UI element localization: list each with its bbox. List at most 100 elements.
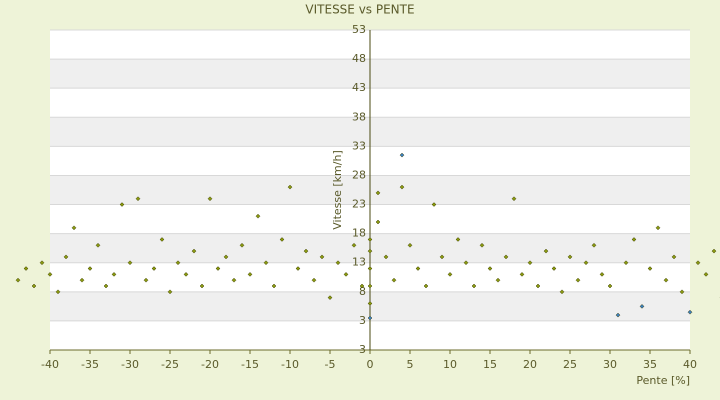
y-tick-label: 38 [352,110,366,123]
scatter-point [15,277,21,283]
scatter-point [63,254,69,260]
scatter-point [551,266,557,271]
scatter-point [287,184,293,190]
x-tick-label: 20 [523,358,537,371]
x-tick-label: 0 [367,358,374,371]
scatter-point [439,254,445,260]
scatter-point [383,254,389,260]
x-tick-label: -20 [201,358,219,371]
y-tick-label: 53 [352,23,366,36]
scatter-point [503,254,509,260]
scatter-point [343,272,349,277]
scatter-point [391,277,397,283]
scatter-point [127,260,133,266]
scatter-point [319,254,325,260]
y-tick-label: 33 [352,139,366,152]
scatter-point [95,242,101,248]
scatter-point [455,237,461,242]
x-tick-label: 15 [483,358,497,371]
scatter-point [367,237,373,242]
scatter-point [303,248,309,254]
scatter-point [559,289,565,295]
scatter-point [151,266,157,271]
y-tick-label: 13 [352,256,366,269]
scatter-point [663,277,669,283]
scatter-point [567,254,573,260]
scatter-point [543,248,549,254]
scatter-point [247,272,253,277]
y-tick-label: 8 [359,285,366,298]
scatter-point [207,196,213,202]
scatter-point [375,190,381,196]
scatter-point [535,283,541,289]
scatter-point [199,283,205,289]
scatter-point [711,248,717,254]
scatter-point [367,301,373,306]
scatter-point [399,152,405,158]
scatter-point [471,283,477,289]
x-tick-label: 25 [563,358,577,371]
scatter-point [495,277,501,283]
y-axis-label: Vitesse [km/h] [331,150,344,230]
scatter-point [647,266,653,271]
scatter-point [527,260,533,266]
scatter-point [87,266,93,271]
x-tick-label: 5 [407,358,414,371]
y-tick-label: 23 [352,198,366,211]
scatter-point [519,272,525,277]
x-tick-label: -10 [281,358,299,371]
y-tick-label: 18 [352,227,366,240]
scatter-point [71,225,77,231]
scatter-point [599,272,605,277]
scatter-point [159,237,165,242]
y-tick-label: 48 [352,52,366,65]
scatter-point [111,272,117,277]
scatter-point [167,289,173,295]
x-tick-label: -15 [241,358,259,371]
scatter-point [143,277,149,283]
scatter-point [327,295,333,300]
scatter-point [279,237,285,242]
scatter-point [623,260,629,266]
scatter-point [583,260,589,266]
scatter-point [175,260,181,266]
scatter-point [695,260,701,266]
scatter-point [399,184,405,190]
scatter-point [639,304,645,309]
x-tick-label: -25 [161,358,179,371]
scatter-point [591,242,597,248]
scatter-point [47,272,53,277]
scatter-point [335,260,341,266]
x-tick-label: -40 [41,358,59,371]
scatter-point [463,260,469,266]
scatter-point [23,266,29,271]
scatter-point [215,266,221,271]
x-tick-label: 30 [603,358,617,371]
x-tick-label: -5 [325,358,336,371]
scatter-point [479,242,485,248]
scatter-point [191,248,197,254]
scatter-point [679,289,685,295]
x-tick-label: 40 [683,358,697,371]
scatter-point [255,213,261,219]
scatter-point [79,277,85,283]
scatter-point [423,283,429,289]
x-tick-label: -35 [81,358,99,371]
scatter-point [447,272,453,277]
scatter-point [295,266,301,271]
scatter-point [375,219,381,225]
y-tick-label: 28 [352,168,366,181]
scatter-point [367,315,373,321]
scatter-point [359,283,365,289]
scatter-point [367,283,373,289]
scatter-point [655,225,661,231]
scatter-point [55,289,61,295]
scatter-point [671,254,677,260]
scatter-point [271,283,277,289]
scatter-point [351,242,357,248]
scatter-point [367,248,373,254]
scatter-point [103,283,109,289]
scatter-point [31,283,37,289]
